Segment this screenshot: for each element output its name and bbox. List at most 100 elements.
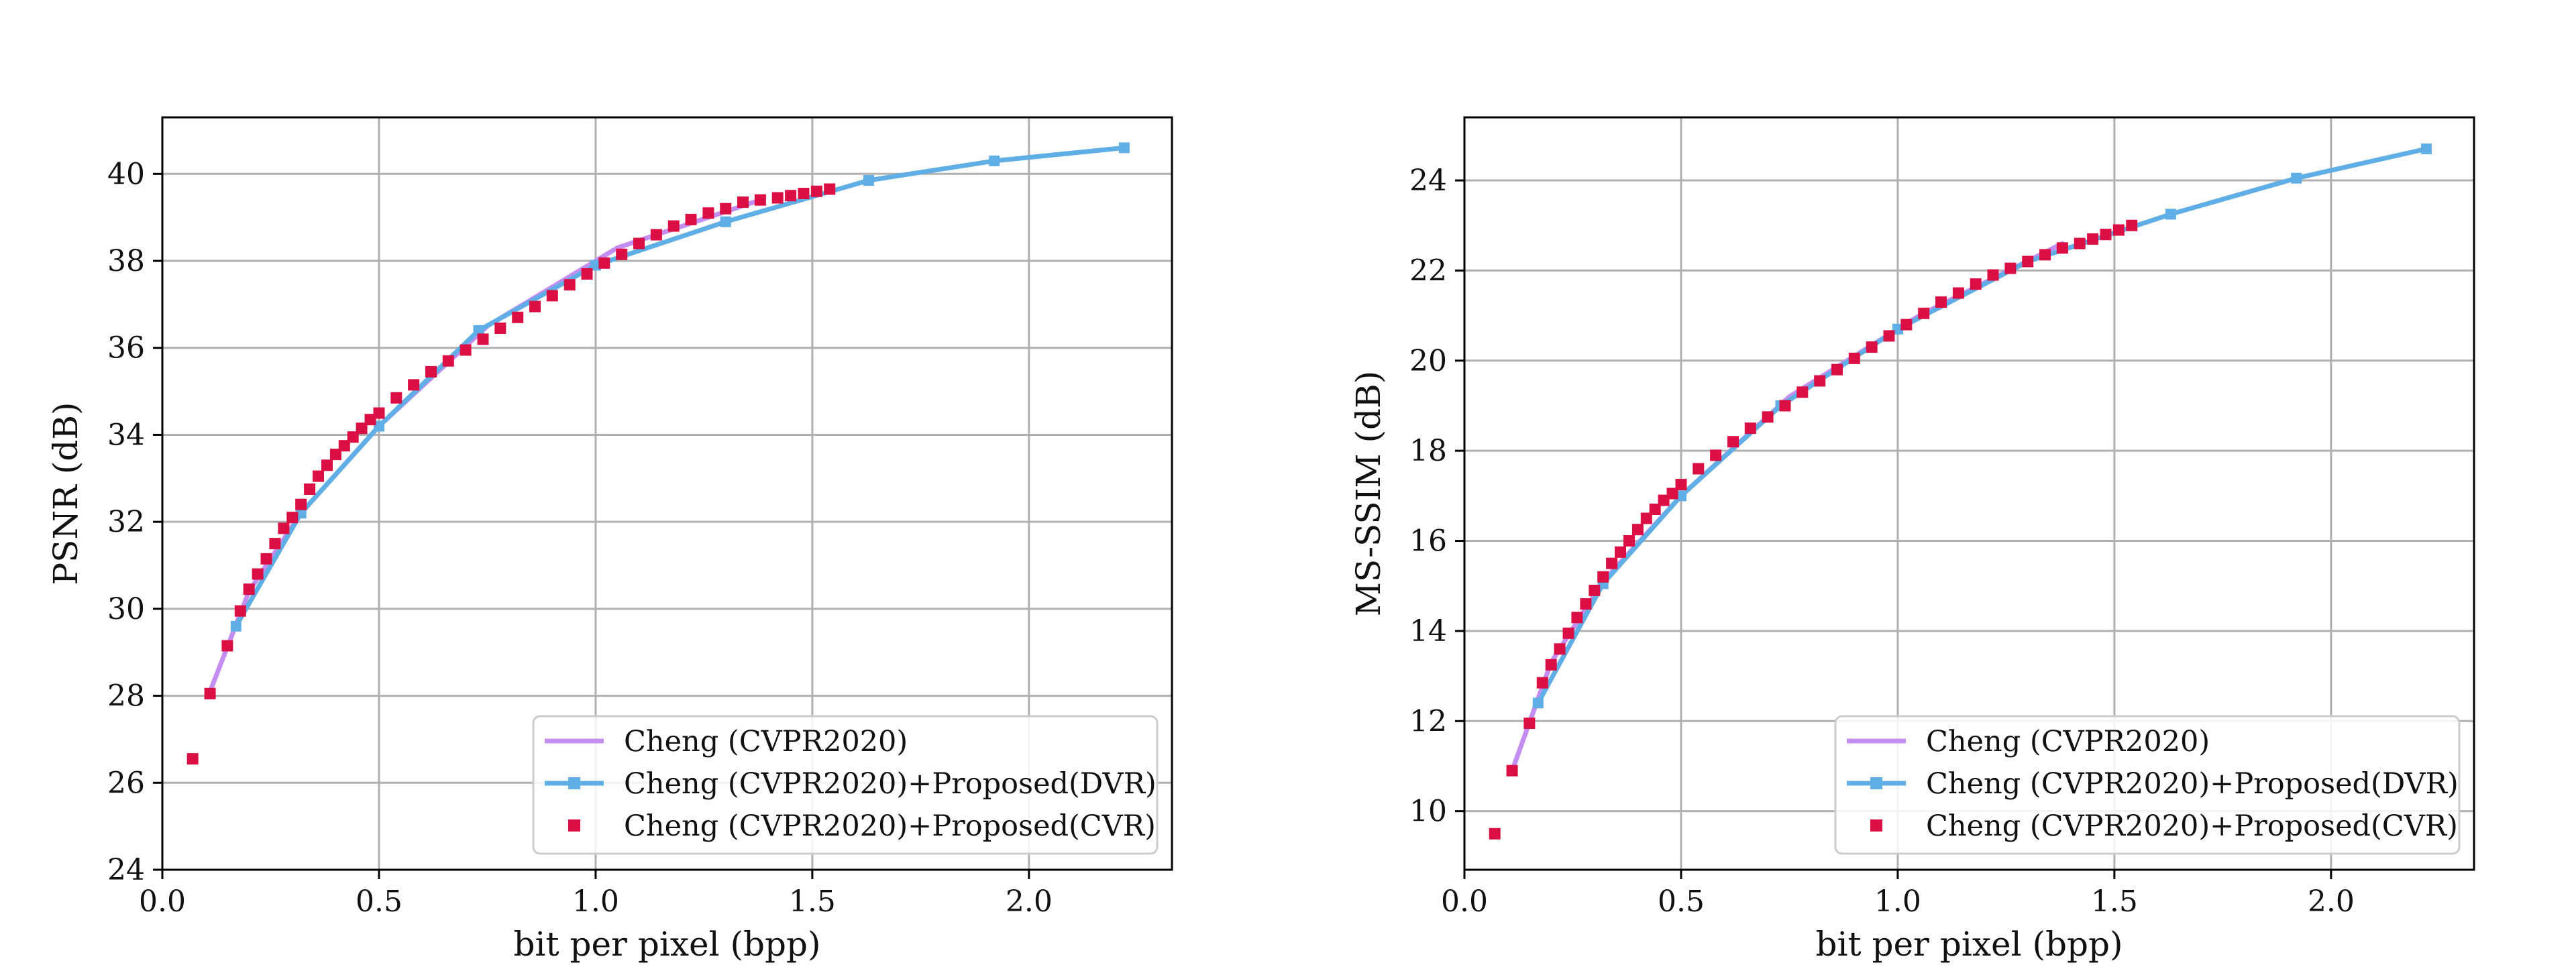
psnr-cvr-point (785, 190, 797, 202)
psnr-dvr-point (863, 175, 874, 186)
msssim-y-axis-label: MS-SSIM (dB) (1349, 371, 1388, 616)
psnr-cvr-point (650, 229, 662, 241)
psnr-cvr-point (512, 311, 524, 323)
msssim-y-tick-label: 18 (1409, 434, 1447, 468)
msssim-y-tick-label: 16 (1409, 524, 1447, 559)
msssim-x-tick-label: 0.0 (1441, 885, 1488, 919)
psnr-y-tick-label: 40 (107, 157, 145, 191)
msssim-cvr-point (1666, 488, 1678, 500)
msssim-cvr-point (1523, 718, 1536, 730)
msssim-legend-swatch-dvr-marker (1870, 777, 1882, 789)
psnr-legend-swatch-cvr (568, 819, 580, 832)
psnr-cvr-point (186, 753, 199, 765)
psnr-cvr-point (494, 323, 506, 334)
psnr-cvr-point (313, 470, 324, 482)
psnr-cvr-point (685, 213, 697, 225)
psnr-cvr-point (243, 583, 255, 595)
psnr-x-tick-label: 1.5 (789, 885, 836, 919)
msssim-cvr-point (1571, 612, 1583, 624)
psnr-cvr-point (295, 498, 307, 510)
msssim-cvr-point (2039, 249, 2051, 261)
psnr-cvr-point (234, 605, 246, 617)
msssim-dvr-point (2291, 172, 2302, 184)
psnr-y-tick-label: 36 (107, 331, 145, 365)
msssim-cvr-point (1987, 269, 1999, 281)
msssim-cvr-point (1727, 436, 1739, 448)
msssim-cvr-point (1935, 296, 1947, 308)
msssim-dvr-point (2165, 209, 2176, 220)
psnr-cvr-point (390, 392, 402, 404)
psnr-cvr-point (329, 449, 341, 461)
psnr-cvr-point (252, 568, 264, 580)
msssim-cvr-point (2004, 262, 2017, 274)
msssim-cvr-point (1710, 449, 1722, 461)
msssim-y-tick-label: 22 (1409, 253, 1447, 288)
psnr-cvr-point (667, 220, 680, 232)
msssim-cvr-point (2022, 255, 2034, 268)
psnr-cvr-point (771, 192, 784, 204)
psnr-cvr-point (581, 268, 593, 280)
psnr-y-tick-label: 34 (107, 418, 145, 452)
msssim-cvr-point (1779, 400, 1791, 412)
msssim-cvr-point (1623, 535, 1635, 547)
psnr-legend-label-dvr: Cheng (CVPR2020)+Proposed(DVR) (624, 767, 1157, 801)
psnr-y-tick-label: 28 (107, 679, 145, 714)
psnr-dvr-point (1118, 142, 1130, 154)
msssim-x-tick-label: 2.0 (2308, 885, 2355, 919)
psnr-legend-label-cheng: Cheng (CVPR2020) (624, 725, 908, 758)
msssim-cvr-point (1900, 319, 1913, 331)
msssim-y-tick-label: 24 (1409, 164, 1447, 198)
msssim-cvr-point (2100, 229, 2112, 241)
msssim-cvr-point (1506, 764, 1518, 777)
psnr-x-tick-label: 2.0 (1006, 885, 1053, 919)
msssim-y-tick-label: 10 (1409, 795, 1447, 829)
psnr-cvr-point (338, 440, 350, 452)
msssim-legend-swatch-cvr (1870, 819, 1882, 832)
psnr-cvr-point (260, 553, 272, 565)
msssim-cvr-point (1545, 659, 1557, 671)
psnr-cvr-point (408, 379, 420, 391)
psnr-legend: Cheng (CVPR2020) Cheng (CVPR2020)+Propos… (532, 715, 1159, 855)
msssim-cvr-point (1848, 352, 1860, 364)
psnr-cvr-point (373, 407, 385, 419)
msssim-cvr-point (1866, 341, 1878, 353)
msssim-legend-label-cheng: Cheng (CVPR2020) (1926, 725, 2210, 758)
msssim-cvr-point (1693, 463, 1705, 475)
msssim-cvr-point (1918, 307, 1930, 319)
psnr-cvr-point (269, 538, 281, 550)
psnr-cvr-point (204, 687, 216, 699)
psnr-ticks: 0.0 0.5 1.0 1.5 2.0 24 26 28 30 32 34 36 38 40 (107, 157, 1053, 919)
psnr-chart: 0.0 0.5 1.0 1.5 2.0 24 26 28 30 32 34 36 38 40 bit pe… (46, 116, 1173, 964)
psnr-cvr-point (546, 290, 558, 302)
psnr-dvr-point (295, 508, 307, 519)
msssim-legend: Cheng (CVPR2020) Cheng (CVPR2020)+Propos… (1834, 715, 2461, 855)
msssim-y-tick-label: 12 (1409, 704, 1447, 738)
msssim-cvr-point (1814, 375, 1826, 387)
psnr-cvr-point (221, 640, 233, 652)
msssim-cvr-point (2112, 224, 2125, 236)
psnr-x-tick-label: 1.0 (572, 885, 619, 919)
psnr-cvr-point (824, 183, 836, 195)
msssim-cvr-point (1970, 278, 1982, 290)
psnr-cvr-point (278, 522, 290, 534)
psnr-legend-swatch-dvr-marker (568, 777, 580, 789)
msssim-x-axis-label: bit per pixel (bpp) (1815, 925, 2123, 964)
msssim-cvr-point (1649, 504, 1661, 515)
psnr-cvr-point (425, 365, 437, 378)
psnr-cvr-point (754, 194, 766, 206)
psnr-cvr-point (720, 203, 732, 215)
msssim-cvr-point (2074, 237, 2086, 249)
msssim-y-tick-label: 14 (1409, 614, 1447, 648)
psnr-y-tick-label: 24 (107, 853, 145, 887)
msssim-ticks: 0.0 0.5 1.0 1.5 2.0 10 12 14 16 18 20 22 24 (1409, 164, 2355, 919)
msssim-dvr-point (1676, 490, 1686, 502)
msssim-plot-frame (1463, 116, 2475, 871)
msssim-x-tick-label: 0.5 (1658, 885, 1705, 919)
psnr-y-tick-label: 32 (107, 505, 145, 539)
psnr-series-layer (186, 142, 1130, 765)
msssim-series-layer (1489, 144, 2432, 840)
msssim-legend-box (1834, 715, 2461, 855)
psnr-cvr-point (477, 333, 489, 345)
